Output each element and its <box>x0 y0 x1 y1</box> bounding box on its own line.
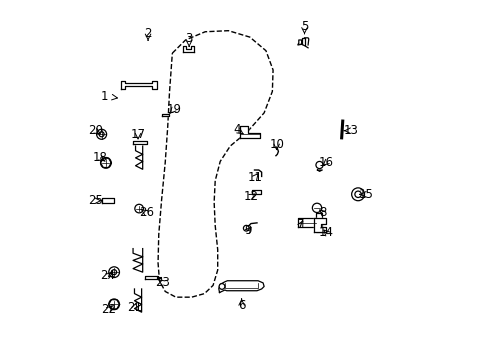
Text: 24: 24 <box>101 269 115 282</box>
Circle shape <box>354 191 361 198</box>
Text: 10: 10 <box>269 139 284 152</box>
Polygon shape <box>317 170 322 171</box>
Text: 18: 18 <box>92 151 107 165</box>
Text: 19: 19 <box>166 103 181 116</box>
Circle shape <box>101 157 111 168</box>
Polygon shape <box>218 281 264 293</box>
Text: 12: 12 <box>244 190 259 203</box>
Text: 22: 22 <box>101 303 116 316</box>
Text: 21: 21 <box>127 301 142 314</box>
Polygon shape <box>313 217 325 232</box>
Text: 20: 20 <box>87 124 102 137</box>
Circle shape <box>108 299 119 310</box>
Text: 7: 7 <box>297 218 304 231</box>
Polygon shape <box>133 249 142 272</box>
Text: 25: 25 <box>87 194 102 207</box>
Circle shape <box>135 204 143 213</box>
Polygon shape <box>102 198 114 203</box>
Polygon shape <box>145 276 158 279</box>
Text: 2: 2 <box>144 27 151 40</box>
Circle shape <box>219 284 224 289</box>
Text: 9: 9 <box>244 224 251 237</box>
Circle shape <box>111 270 116 275</box>
Circle shape <box>312 203 321 212</box>
Text: 17: 17 <box>130 128 145 141</box>
Text: 8: 8 <box>319 206 326 219</box>
Text: 1: 1 <box>101 90 108 103</box>
Polygon shape <box>135 146 142 169</box>
Polygon shape <box>121 81 157 89</box>
Polygon shape <box>134 289 142 312</box>
Text: 26: 26 <box>139 206 153 219</box>
Circle shape <box>99 132 104 137</box>
Polygon shape <box>298 213 322 232</box>
Text: 4: 4 <box>233 123 241 136</box>
Circle shape <box>97 129 106 139</box>
Text: 23: 23 <box>155 276 170 289</box>
Text: 14: 14 <box>319 226 333 239</box>
Polygon shape <box>251 190 260 194</box>
Text: 11: 11 <box>247 171 262 184</box>
Polygon shape <box>133 141 147 144</box>
Circle shape <box>108 267 119 278</box>
Text: 13: 13 <box>343 124 358 137</box>
Circle shape <box>351 188 364 201</box>
Circle shape <box>315 161 323 168</box>
Text: 15: 15 <box>358 188 373 201</box>
Text: 6: 6 <box>237 299 245 312</box>
Circle shape <box>243 225 248 231</box>
Text: 16: 16 <box>319 156 333 168</box>
Text: 3: 3 <box>185 32 192 45</box>
Polygon shape <box>162 113 169 116</box>
Polygon shape <box>240 126 259 138</box>
Text: 5: 5 <box>300 20 307 33</box>
